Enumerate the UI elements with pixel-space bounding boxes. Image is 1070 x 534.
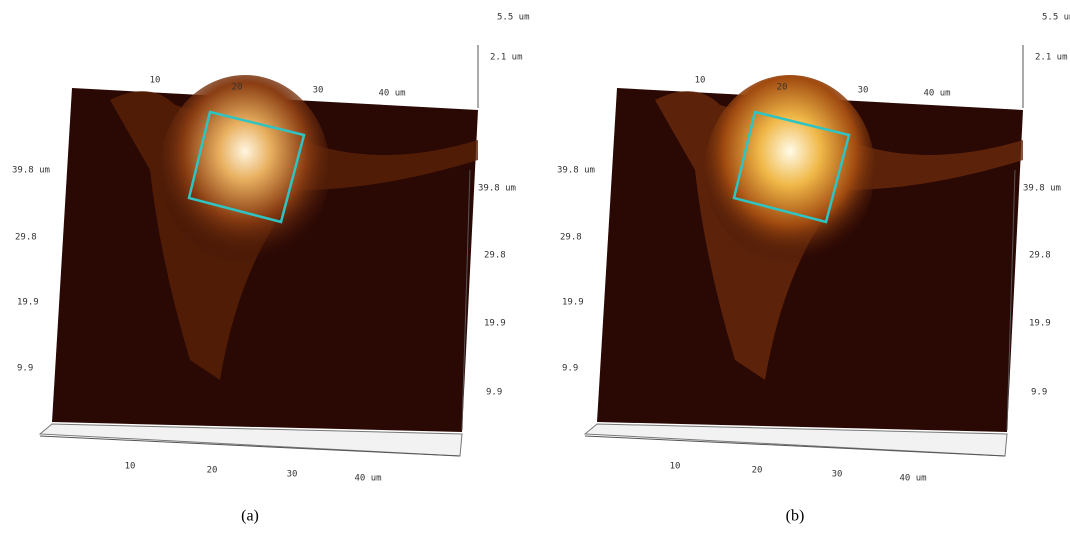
- left-axis-label: 9.9: [562, 364, 578, 374]
- afm-panel: 5.5 um 2.1 um 10 20 30 40 um 39.8 um 29.8 19.9 9.…: [557, 13, 1070, 525]
- bottom-axis-label: 40 um: [899, 474, 926, 484]
- left-axis-label: 39.8 um: [12, 166, 50, 176]
- z-labels-label: 5.5 um: [497, 13, 530, 23]
- top-axis-label: 20: [777, 83, 788, 93]
- left-axis-label: 29.8: [560, 233, 582, 243]
- left-axis-label: 9.9: [17, 364, 33, 374]
- bottom-axis-label: 20: [752, 466, 763, 476]
- top-axis-label: 40 um: [923, 89, 950, 99]
- caption: (b): [786, 508, 805, 525]
- left-axis-label: 39.8 um: [557, 166, 595, 176]
- right-axis-label: 29.8: [484, 251, 506, 261]
- right-axis-label: 39.8 um: [1023, 184, 1061, 194]
- z-labels-label: 5.5 um: [1042, 13, 1070, 23]
- right-axis-label: 29.8: [1029, 251, 1051, 261]
- top-axis-label: 30: [313, 86, 324, 96]
- caption: (a): [241, 508, 259, 525]
- figure: 5.5 um 2.1 um 10 20 30 40 um 39.8 um 29.8 19.9 9.…: [0, 0, 1070, 534]
- z-labels-label: 2.1 um: [490, 53, 523, 63]
- right-axis-label: 9.9: [486, 388, 502, 398]
- afm-panel: 5.5 um 2.1 um 10 20 30 40 um 39.8 um 29.8 19.9 9.…: [12, 13, 530, 525]
- top-axis-label: 10: [150, 76, 161, 86]
- bottom-axis-label: 40 um: [354, 474, 381, 484]
- peak: [705, 75, 875, 265]
- bottom-axis-label: 10: [125, 462, 136, 472]
- top-axis-label: 10: [695, 76, 706, 86]
- left-axis-label: 19.9: [562, 298, 584, 308]
- bottom-axis-label: 30: [832, 470, 843, 480]
- left-axis-label: 19.9: [17, 298, 39, 308]
- top-axis-label: 20: [232, 83, 243, 93]
- bottom-axis-label: 10: [670, 462, 681, 472]
- left-axis-label: 29.8: [15, 233, 37, 243]
- right-axis-label: 9.9: [1031, 388, 1047, 398]
- right-axis-label: 19.9: [1029, 319, 1051, 329]
- bottom-axis-label: 20: [207, 466, 218, 476]
- z-labels-label: 2.1 um: [1035, 53, 1068, 63]
- bottom-axis-label: 30: [287, 470, 298, 480]
- top-axis-label: 30: [858, 86, 869, 96]
- top-axis-label: 40 um: [378, 89, 405, 99]
- right-axis-label: 39.8 um: [478, 184, 516, 194]
- peak: [160, 75, 330, 265]
- right-axis-label: 19.9: [484, 319, 506, 329]
